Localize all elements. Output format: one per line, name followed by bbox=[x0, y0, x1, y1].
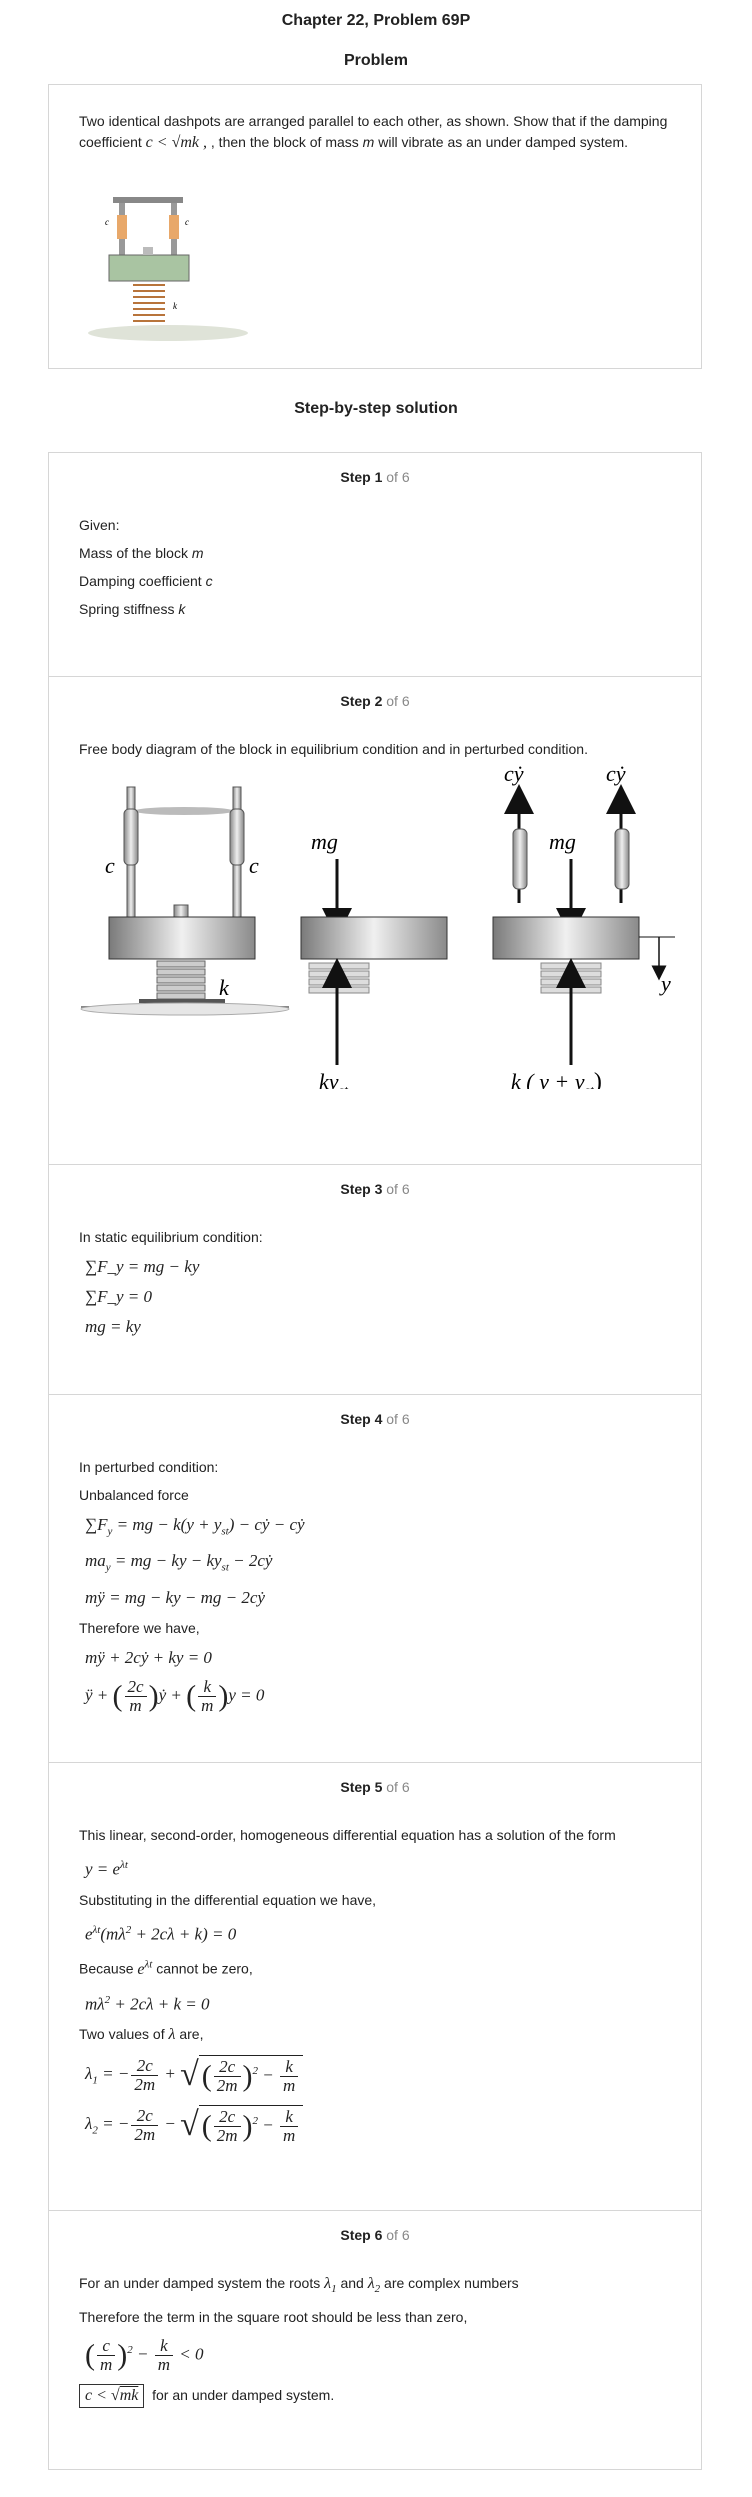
step-2-header: Step 2 of 6 bbox=[340, 693, 410, 709]
step-3-eq2: ∑F_y = 0 bbox=[85, 1287, 153, 1306]
step-4-text2: Unbalanced force bbox=[79, 1487, 189, 1503]
step-4: Step 4 of 6 In perturbed condition: Unba… bbox=[48, 1394, 702, 1762]
step-4-eq2: may = mg − ky − kyst − 2cẏ bbox=[85, 1551, 273, 1574]
fbd-label-mg1: mg bbox=[311, 829, 338, 854]
fbd-label-c1: c bbox=[105, 853, 115, 878]
step-1-stiffness: Spring stiffness k bbox=[79, 601, 186, 617]
step-4-header: Step 4 of 6 bbox=[340, 1411, 410, 1427]
fbd-label-kyst: kyst bbox=[319, 1069, 349, 1089]
fbd-label-cydot1: cẏ bbox=[504, 761, 524, 786]
fbd-label-c2: c bbox=[249, 853, 259, 878]
step-5-text2: Substituting in the differential equatio… bbox=[79, 1891, 377, 1908]
step-3-eq1: ∑F_y = mg − ky bbox=[85, 1257, 200, 1276]
problem-text-part3: will vibrate as an under damped system. bbox=[378, 134, 629, 150]
step-4-eq1: ∑Fy = mg − k(y + yst) − cẏ − cẏ bbox=[85, 1515, 305, 1538]
problem-figure: c c k bbox=[88, 197, 248, 341]
step-5-eq1: y = eλt bbox=[85, 1859, 128, 1879]
fbd-label-mg2: mg bbox=[549, 829, 576, 854]
fbd-label-k: k bbox=[219, 975, 230, 1000]
step-5-text1: This linear, second-order, homogeneous d… bbox=[79, 1827, 616, 1843]
step-4-eq4: mÿ + 2cẏ + ky = 0 bbox=[85, 1647, 212, 1667]
step-4-text1: In perturbed condition: bbox=[79, 1459, 219, 1475]
step-3-eq3: mg = ky bbox=[85, 1317, 141, 1336]
step-6-text1: For an under damped system the roots λ1 … bbox=[79, 2275, 519, 2296]
figure-label-c-right: c bbox=[185, 217, 189, 227]
step-4-text3: Therefore we have, bbox=[79, 1619, 200, 1636]
problem-heading: Problem bbox=[343, 52, 408, 69]
mass-symbol: m bbox=[362, 134, 375, 150]
figure-label-k: k bbox=[173, 301, 178, 311]
step-1-given: Given: bbox=[79, 517, 120, 533]
problem-text-part1: Two identical dashpots are arranged para… bbox=[79, 113, 668, 150]
step-4-eq3: mÿ = mg − ky − mg − 2cẏ bbox=[85, 1587, 265, 1607]
step-2: Step 2 of 6 Free body diagram of the blo… bbox=[48, 676, 702, 1164]
step-5-eq3: mλ2 + 2cλ + k = 0 bbox=[85, 1993, 210, 2014]
step-3-text: In static equilibrium condition: bbox=[79, 1229, 263, 1245]
step-6-text2: Therefore the term in the square root sh… bbox=[79, 2309, 468, 2326]
step-5-text4: Two values of λ are, bbox=[79, 2026, 204, 2044]
problem-box: Two identical dashpots are arranged para… bbox=[48, 84, 702, 369]
step-6-header: Step 6 of 6 bbox=[340, 2227, 410, 2243]
free-body-diagram: c c k mg kyst cẏ cẏ mg y k ( bbox=[80, 761, 675, 1089]
step-5-text3: Because eλt cannot be zero, bbox=[79, 1958, 253, 1978]
solution-heading: Step-by-step solution bbox=[294, 400, 458, 417]
step-1-mass: Mass of the block m bbox=[79, 545, 204, 561]
step-5-eq2: eλt(mλ2 + 2cλ + k) = 0 bbox=[85, 1923, 237, 1944]
figure-label-c-left: c bbox=[105, 217, 109, 227]
fbd-label-y: y bbox=[659, 971, 671, 996]
step-5: Step 5 of 6 This linear, second-order, h… bbox=[48, 1762, 702, 2210]
step-1: Step 1 of 6 Given: Mass of the block m D… bbox=[48, 452, 702, 676]
step-1-damping: Damping coefficient c bbox=[79, 573, 213, 589]
problem-condition: c < √mk , bbox=[145, 134, 208, 151]
fbd-label-kyyst: k ( y + yst) bbox=[511, 1069, 602, 1089]
step-5-header: Step 5 of 6 bbox=[340, 1779, 410, 1795]
step-3: Step 3 of 6 In static equilibrium condit… bbox=[48, 1164, 702, 1394]
step-4-eq5: ÿ + (2c m)ẏ + (k m)y = 0 bbox=[85, 1676, 265, 1715]
step-2-text: Free body diagram of the block in equili… bbox=[79, 741, 588, 757]
fbd-label-cydot2: cẏ bbox=[606, 761, 626, 786]
step-3-header: Step 3 of 6 bbox=[340, 1181, 410, 1197]
step-6-result: c < √mk for an under damped system. bbox=[79, 2384, 671, 2409]
page-title: Chapter 22, Problem 69P bbox=[281, 12, 471, 29]
problem-text: Two identical dashpots are arranged para… bbox=[49, 85, 701, 153]
problem-text-part2: , then the block of mass bbox=[210, 134, 359, 150]
step-6: Step 6 of 6 For an under damped system t… bbox=[48, 2210, 702, 2470]
step-1-header: Step 1 of 6 bbox=[340, 469, 410, 485]
